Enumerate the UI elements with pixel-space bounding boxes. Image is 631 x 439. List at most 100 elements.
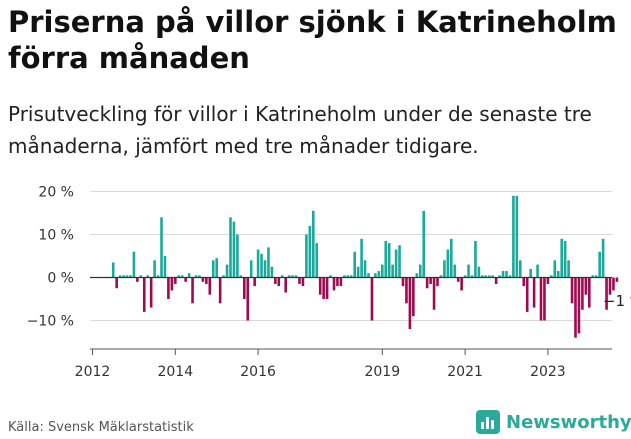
bar (398, 245, 401, 278)
bar (546, 277, 550, 284)
bar (291, 275, 294, 278)
bar (280, 275, 284, 278)
bar (577, 277, 581, 334)
bar (429, 277, 432, 284)
bar (570, 277, 574, 304)
bar (125, 275, 129, 278)
bar (343, 275, 346, 278)
bar (401, 277, 405, 287)
bar (325, 277, 329, 299)
bar (436, 277, 439, 287)
bar (498, 275, 501, 278)
bar (194, 275, 198, 278)
bar (512, 195, 515, 278)
chart-subtitle: Prisutveckling för villor i Katrineholm … (8, 102, 592, 158)
bar (581, 277, 584, 310)
x-tick-label: 2012 (75, 364, 111, 380)
bar (391, 264, 394, 278)
bar (236, 234, 239, 278)
bar (605, 277, 608, 310)
bar (422, 210, 425, 278)
bar (560, 238, 563, 278)
bar (487, 275, 491, 278)
bar (532, 277, 536, 308)
bar (450, 238, 453, 278)
bar (174, 277, 177, 284)
bar (243, 277, 246, 299)
label-layer: 20 % 10 % 0 % −10 % 2012 2014 2016 2019 2021 2023… (27, 185, 631, 381)
bar (167, 277, 170, 299)
bar (456, 277, 460, 282)
bar (177, 275, 181, 278)
bar (525, 277, 529, 312)
bar (491, 275, 494, 278)
bar (149, 277, 153, 308)
bar (484, 275, 488, 278)
bar (408, 277, 412, 330)
bar (556, 271, 560, 278)
bar (218, 277, 222, 304)
y-tick-label: 10 % (38, 228, 74, 244)
bar (384, 240, 388, 278)
bar (118, 275, 122, 278)
bar (122, 275, 125, 278)
x-tick-label: 2019 (364, 364, 400, 380)
bar (132, 251, 136, 278)
bar (191, 277, 194, 304)
bar (543, 277, 546, 321)
bar (232, 221, 236, 278)
x-tick-label: 2021 (447, 364, 483, 380)
bar-layer (91, 195, 619, 338)
bar (339, 277, 343, 287)
bar (363, 260, 367, 278)
bar (146, 275, 149, 278)
bar (336, 277, 339, 287)
bar (260, 253, 263, 278)
bar (287, 275, 291, 278)
bar (111, 262, 115, 278)
bar (249, 260, 253, 278)
bar (346, 275, 350, 278)
bar (142, 277, 146, 312)
bar (615, 277, 619, 282)
bar (308, 225, 312, 278)
y-tick-label: 20 % (38, 185, 74, 201)
bar (115, 277, 118, 289)
chart-title: Priserna på villor sjönk i Katrineholm f… (8, 5, 617, 75)
bar (591, 275, 595, 278)
x-tick-label: 2016 (240, 364, 276, 380)
bar (477, 266, 481, 278)
bar (412, 277, 415, 317)
bar (305, 234, 308, 278)
bar (594, 275, 598, 278)
bar (139, 275, 143, 278)
bar (508, 275, 512, 278)
bar (136, 277, 139, 282)
bar (598, 251, 601, 278)
bar (229, 217, 232, 278)
bar (318, 277, 322, 295)
bar (405, 277, 408, 304)
bar (501, 271, 505, 278)
y-tick-label: 0 % (47, 271, 74, 287)
bar (463, 275, 467, 278)
bar (277, 277, 281, 287)
bar (443, 260, 446, 278)
bar (180, 275, 184, 278)
bar (374, 273, 377, 278)
bar (394, 249, 398, 278)
bar (239, 275, 243, 278)
y-tick-label: −10 % (27, 314, 74, 330)
bar (494, 277, 498, 284)
bar (415, 273, 419, 278)
newsworthy-logo[interactable]: Newsworthy (476, 408, 631, 436)
bar (163, 256, 167, 278)
bar (563, 240, 567, 278)
bar (215, 258, 218, 278)
bar (294, 275, 298, 278)
bar (312, 210, 315, 278)
bar (160, 217, 163, 278)
bar (284, 277, 287, 293)
bar (574, 277, 577, 338)
x-tick-label: 2023 (530, 364, 566, 380)
